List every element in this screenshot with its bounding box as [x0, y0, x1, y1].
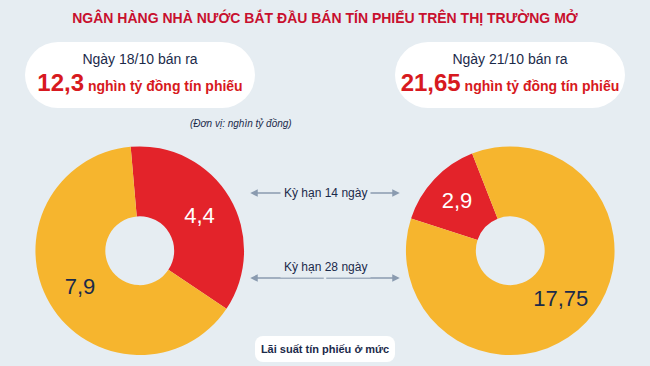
svg-text:Kỳ hạn 28 ngày: Kỳ hạn 28 ngày — [284, 260, 367, 274]
html-text:12,3nghìn tỷ đồng tín phiếu: 12,3nghìn tỷ đồng tín phiếu — [37, 69, 243, 96]
svg-text:7,9: 7,9 — [65, 274, 96, 299]
html-text:21,65nghìn tỷ đồng tín phiếu: 21,65nghìn tỷ đồng tín phiếu — [400, 69, 620, 96]
svg-text:4,4: 4,4 — [184, 203, 215, 228]
html-text:Ngày 18/10 bán ra: Ngày 18/10 bán ra — [82, 51, 198, 67]
html-text:Lãi suất tín phiếu ở mức: Lãi suất tín phiếu ở mức — [260, 343, 390, 355]
svg-text:17,75: 17,75 — [533, 286, 588, 311]
html-text:NGÂN HÀNG NHÀ NƯỚC BẮT ĐẦU BÁN: NGÂN HÀNG NHÀ NƯỚC BẮT ĐẦU BÁN TÍN PHIẾU… — [72, 10, 578, 26]
svg-text:2,9: 2,9 — [442, 188, 473, 213]
svg-text:Kỳ hạn 14 ngày: Kỳ hạn 14 ngày — [284, 186, 367, 200]
html-text:(Đơn vị: nghìn tỷ đồng): (Đơn vị: nghìn tỷ đồng) — [190, 118, 292, 129]
html-text:Ngày 21/10 bán ra: Ngày 21/10 bán ra — [452, 51, 568, 67]
